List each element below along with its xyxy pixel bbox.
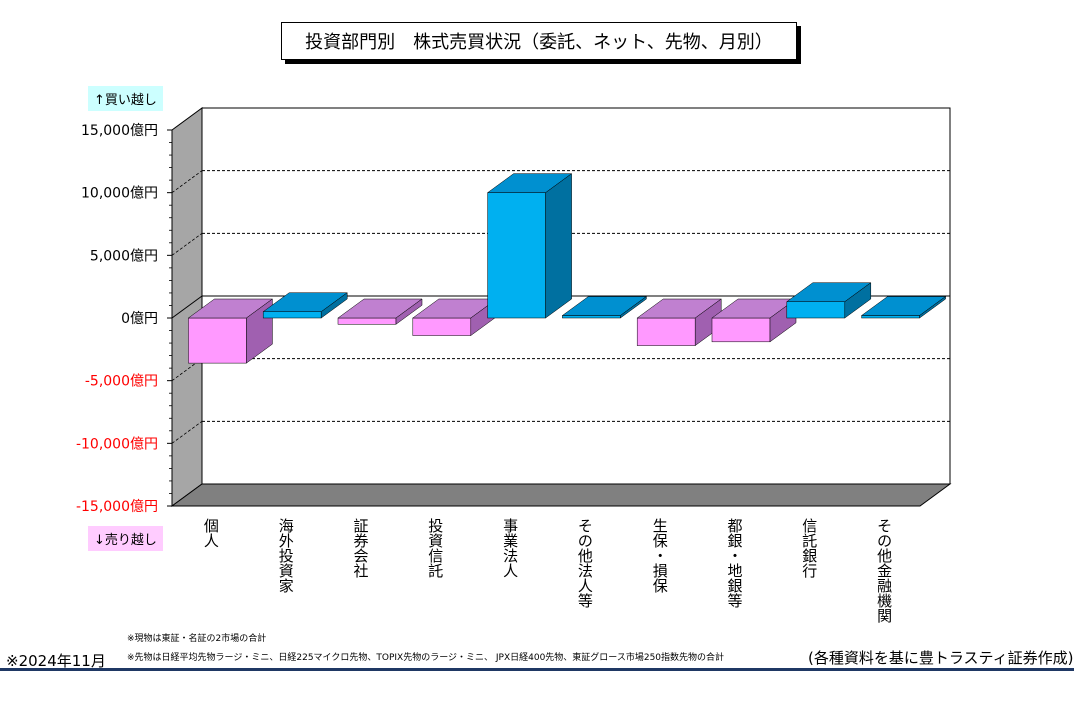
bar-6 xyxy=(561,296,648,319)
x-tick-label: 事業法人 xyxy=(503,517,518,580)
bar-3 xyxy=(337,298,423,325)
bar-front xyxy=(636,317,696,346)
date-label: ※2024年11月 xyxy=(6,652,106,670)
y-tick-label: -15,000億円 xyxy=(76,499,158,515)
bar-10 xyxy=(860,296,947,319)
source-label: (各種資料を基に豊トラスティ証券作成) xyxy=(808,649,1074,667)
bar-1 xyxy=(187,298,274,364)
x-tick-label: その他法人等 xyxy=(578,517,593,610)
bar-side xyxy=(844,282,872,319)
bars xyxy=(187,173,947,364)
bar-side xyxy=(919,296,946,319)
zero-line-side xyxy=(171,295,203,319)
y-tick-label: 0億円 xyxy=(121,311,158,327)
x-tick-label: 証券会社 xyxy=(353,517,368,580)
y-tick-label: 5,000億円 xyxy=(90,248,158,264)
bar-front xyxy=(861,315,920,319)
y-axis: 15,000億円 10,000億円 5,000億円 0億円 -5,000億円 -10,00… xyxy=(76,123,173,515)
gridline-side xyxy=(171,233,203,256)
bar-9 xyxy=(786,282,872,319)
bottom-rule xyxy=(0,668,1074,671)
x-tick-label: 投資信託 xyxy=(428,517,443,580)
bar-front xyxy=(786,301,846,319)
x-tick-label: 海外投資家 xyxy=(279,517,294,595)
bar-front xyxy=(188,317,247,364)
bar-7 xyxy=(636,298,722,347)
bar-8 xyxy=(711,298,797,343)
y-tick-label: -5,000億円 xyxy=(85,374,158,390)
bar-5 xyxy=(486,173,573,319)
bar-front xyxy=(711,317,771,343)
bar-side xyxy=(395,298,423,325)
bar-front xyxy=(487,192,546,319)
gridline-side xyxy=(171,170,203,193)
bar-side xyxy=(545,173,572,319)
note-spot: ※現物は東証・名証の2市場の合計 xyxy=(127,634,267,644)
bar-side xyxy=(320,292,348,319)
note-futures: ※先物は日経平均先物ラージ・ミニ、日経225マイクロ先物、TOPIX先物のラージ… xyxy=(127,653,725,663)
sell-indicator: ↓売り越し xyxy=(88,526,163,551)
bar-front xyxy=(412,317,472,336)
gridline-side xyxy=(171,421,203,444)
buy-indicator: ↑買い越し xyxy=(88,86,163,111)
bar-front xyxy=(337,317,397,325)
x-tick-label: 個人 xyxy=(204,517,219,550)
bar-front xyxy=(562,315,621,319)
y-tick-label: 10,000億円 xyxy=(81,186,158,202)
bar-front xyxy=(262,311,322,319)
bar-2 xyxy=(262,292,348,319)
x-tick-label: 都銀・地銀等 xyxy=(727,517,742,610)
x-axis-labels: 個人 海外投資家 証券会社 投資信託 事業法人 その他法人等 生保・損保 都銀・地銀等 信託銀行… xyxy=(204,517,892,625)
x-tick-label: 信託銀行 xyxy=(802,517,817,580)
y-tick-label: 15,000億円 xyxy=(81,123,158,139)
x-tick-label: 生保・損保 xyxy=(653,517,668,595)
floor xyxy=(170,483,952,507)
x-tick-label: その他金融機関 xyxy=(877,517,892,625)
bar-chart: 15,000億円 10,000億円 5,000億円 0億円 -5,000億円 -10,00… xyxy=(76,107,952,625)
chart-title: 投資部門別 株式売買状況（委託、ネット、先物、月別） xyxy=(281,22,797,60)
y-tick-label: -10,000億円 xyxy=(76,436,158,452)
bar-side xyxy=(620,296,647,319)
